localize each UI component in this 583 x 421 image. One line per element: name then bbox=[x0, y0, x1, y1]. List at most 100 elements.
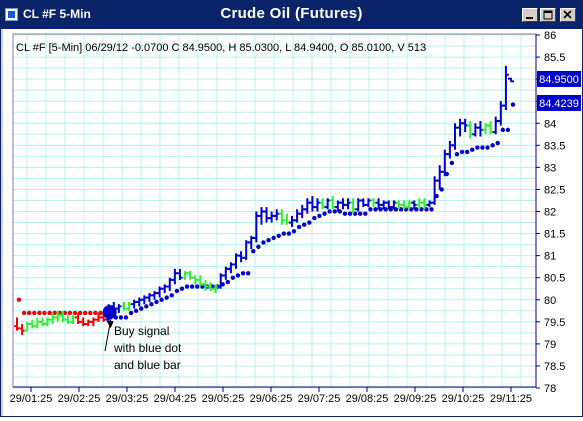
stop-dot bbox=[154, 299, 159, 305]
stop-dot bbox=[164, 295, 169, 300]
stop-dot bbox=[67, 310, 73, 316]
y-tick-label: 78 bbox=[544, 383, 556, 395]
title-bar[interactable]: CL #F 5-Min Crude Oil (Futures) bbox=[1, 1, 582, 29]
stop-dot bbox=[485, 145, 490, 150]
x-tick-label: 29/11:25 bbox=[490, 393, 532, 405]
stop-dot bbox=[449, 160, 455, 166]
stop-dot bbox=[42, 310, 47, 316]
maximize-button[interactable] bbox=[540, 8, 556, 22]
annotation-text-3: and blue bar bbox=[114, 358, 181, 372]
info-line: CL #F [5-Min] 06/29/12 -0.0700 C 84.9500… bbox=[16, 42, 426, 54]
stop-dot bbox=[37, 310, 42, 316]
ohlc-bar bbox=[436, 165, 443, 190]
stop-dot bbox=[128, 310, 134, 316]
annotation-text-1: Buy signal bbox=[114, 324, 169, 338]
stop-dot bbox=[342, 211, 348, 216]
ohlc-bar bbox=[34, 317, 41, 329]
last-price-text: 84.9500 bbox=[539, 74, 579, 86]
stop-dot bbox=[495, 140, 500, 146]
stop-dot bbox=[225, 279, 231, 285]
stop-dot bbox=[26, 310, 32, 316]
chart-area[interactable]: 78 78.5 79 79.5 80 80.5 81 81.5 82 82.5 83 83.5 84 84… bbox=[3, 29, 582, 416]
stop-dot bbox=[21, 310, 27, 316]
x-tick-label: 29/05:25 bbox=[202, 393, 245, 405]
y-tick-label: 79 bbox=[544, 339, 556, 351]
ohlc-bar bbox=[85, 319, 92, 327]
stop-dot bbox=[317, 213, 322, 219]
window-title: CL #F 5-Min bbox=[23, 7, 91, 21]
ohlc-bar bbox=[502, 65, 509, 111]
y-tick-label: 78.5 bbox=[544, 361, 565, 373]
y-tick-label: 85.5 bbox=[544, 52, 565, 64]
last-price-label: 84.9500 bbox=[537, 71, 581, 87]
stop-dot bbox=[83, 310, 88, 316]
x-tick-label: 29/08:25 bbox=[346, 393, 389, 405]
stop-dot bbox=[271, 235, 276, 241]
y-tick-label: 81.5 bbox=[544, 229, 565, 241]
maximize-icon bbox=[543, 10, 553, 20]
x-tick-label: 29/10:25 bbox=[442, 393, 485, 405]
stop-dot bbox=[490, 143, 495, 148]
stop-dot bbox=[144, 304, 149, 309]
stop-dot bbox=[169, 293, 174, 298]
y-tick-label: 83 bbox=[544, 162, 556, 174]
stop-dot bbox=[118, 315, 124, 320]
minimize-button[interactable] bbox=[522, 8, 538, 22]
x-tick-label: 29/03:25 bbox=[106, 393, 149, 405]
pointer-arrowhead bbox=[106, 321, 114, 329]
stop-dot bbox=[470, 147, 475, 152]
stop-dot bbox=[174, 288, 180, 294]
y-tick-label: 86 bbox=[544, 30, 556, 42]
stop-dot bbox=[454, 151, 460, 157]
stop-dot bbox=[368, 207, 373, 212]
stop-dot bbox=[261, 240, 266, 245]
stop-dot bbox=[373, 207, 378, 212]
chart-grid bbox=[13, 34, 536, 389]
x-tick-label: 29/04:25 bbox=[154, 393, 197, 405]
close-icon bbox=[563, 10, 572, 19]
stop-dot bbox=[475, 145, 480, 150]
ohlc-bar bbox=[273, 209, 280, 221]
x-tick-label: 29/02:25 bbox=[58, 393, 101, 405]
stop-dot bbox=[123, 315, 129, 320]
x-tick-label: 29/07:25 bbox=[298, 393, 341, 405]
stop-dot bbox=[322, 211, 327, 216]
close-button[interactable] bbox=[560, 8, 576, 22]
x-tick-label: 29/06:25 bbox=[250, 393, 293, 405]
stop-dot bbox=[296, 224, 302, 230]
stop-dot bbox=[230, 275, 236, 280]
ohlc-bar bbox=[171, 268, 178, 285]
stop-dot bbox=[464, 149, 470, 155]
stop-dot bbox=[189, 284, 195, 289]
stop-dot bbox=[307, 220, 312, 225]
stop-dot bbox=[133, 308, 139, 313]
x-tick-label: 29/09:25 bbox=[394, 393, 437, 405]
stop-dot bbox=[72, 310, 78, 316]
y-tick-label: 81 bbox=[544, 251, 556, 263]
stop-dot bbox=[358, 211, 363, 216]
stop-dot bbox=[93, 310, 98, 316]
stop-dot bbox=[286, 231, 292, 236]
stop-dot bbox=[256, 244, 261, 249]
price-chart[interactable]: 78 78.5 79 79.5 80 80.5 81 81.5 82 82.5 83 83.5 84 84… bbox=[3, 29, 582, 416]
ohlc-bar bbox=[289, 215, 296, 227]
annotation-text-2: with blue dot bbox=[113, 341, 182, 355]
stop-dot bbox=[179, 286, 185, 291]
y-tick-label: 84 bbox=[544, 118, 556, 130]
stop-dot bbox=[266, 237, 271, 243]
y-tick-label: 80.5 bbox=[544, 273, 565, 285]
stop-dot bbox=[195, 284, 200, 289]
stop-dot bbox=[459, 149, 465, 155]
ohlc-bar bbox=[309, 196, 316, 212]
minimize-icon bbox=[526, 17, 533, 19]
blue-square-icon[interactable] bbox=[5, 8, 18, 21]
stop-dot bbox=[235, 273, 241, 278]
stop-dot bbox=[159, 297, 164, 302]
chart-title: Crude Oil (Futures) bbox=[220, 5, 363, 22]
y-tick-label: 80 bbox=[544, 295, 556, 307]
buy-signal-dot bbox=[102, 305, 117, 320]
stop-dot bbox=[312, 215, 317, 221]
stop-dot bbox=[47, 310, 52, 316]
stop-dot bbox=[429, 207, 434, 212]
